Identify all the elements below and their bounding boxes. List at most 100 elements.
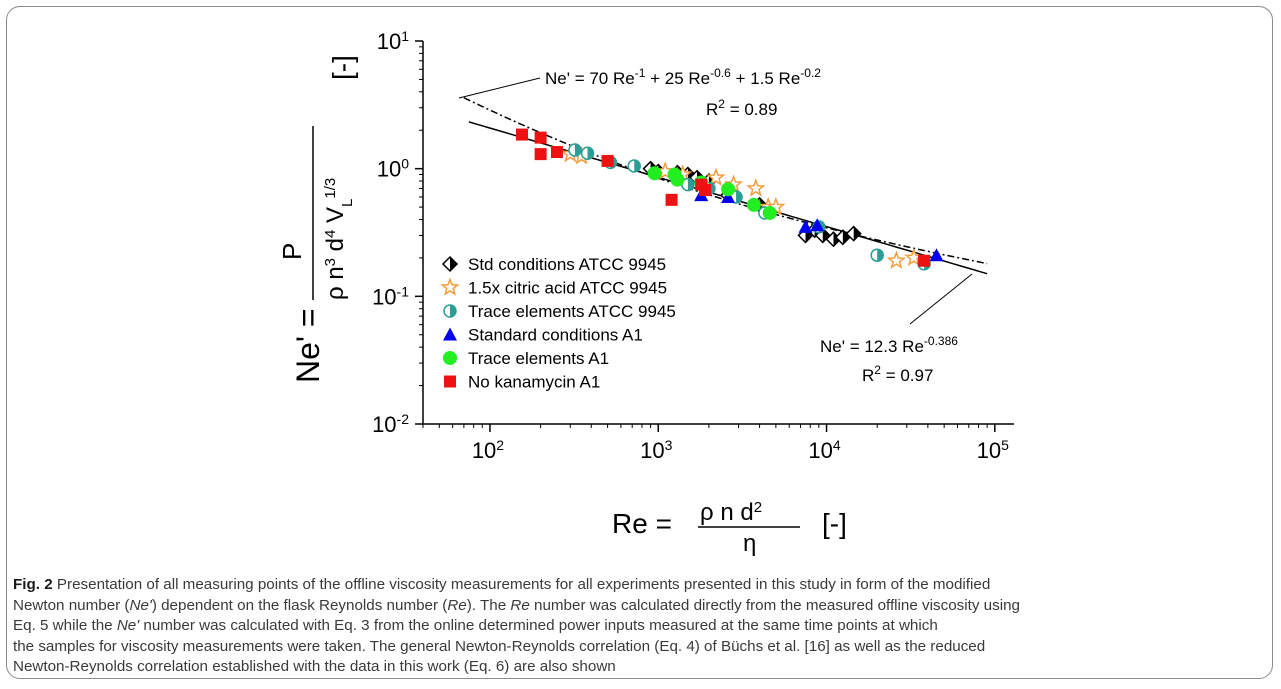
y-axis-label-denominator-part: L (339, 199, 356, 207)
legend-label: Trace elements ATCC 9945 (468, 302, 676, 321)
data-point-square (665, 193, 678, 206)
x-axis-label-denominator-part: η (743, 530, 756, 557)
y-axis-label-numerator: P (277, 243, 307, 260)
data-point-triangle (721, 189, 736, 203)
caption-line2d: number was calculated directly from the … (529, 596, 1020, 614)
data-point-square (601, 154, 614, 167)
data-point-triangle (810, 218, 825, 232)
caption-ne2: Ne' (116, 617, 140, 634)
data-point-circle (746, 197, 761, 212)
data-point-star (886, 250, 907, 269)
y-axis-label-denominator-part: 1/3 (322, 178, 339, 199)
reduced-fit-equation-part: Ne' = 12.3 Re (820, 337, 924, 356)
data-point-half-diamond-fill (842, 230, 850, 245)
y-axis-label-denominator-part: 4 (322, 230, 339, 238)
caption-line3b: number was calculated with Eq. 3 from th… (139, 617, 938, 634)
general-fit-equation: Ne' = 70 Re-1 + 25 Re-0.6 + 1.5 Re-0.2 (545, 66, 821, 88)
data-point-half-circle-fill (574, 144, 581, 157)
y-tick-label: 101 (377, 28, 409, 54)
data-point-half-diamond-fill (853, 226, 861, 241)
y-axis-label-lhs-part: Ne' = (290, 308, 326, 383)
y-axis-label-denominator-part: ρ n (322, 266, 349, 300)
series-5 (515, 128, 931, 267)
general-fit-equation-part: + 1.5 Re (731, 69, 800, 88)
caption-line2c: ). The (466, 596, 511, 614)
reduced-fit-r2-part: = 0.97 (881, 366, 933, 385)
caption-re: Re (447, 596, 467, 614)
data-point-half-circle (568, 143, 582, 157)
legend-label: No kanamycin A1 (468, 373, 600, 392)
legend-marker-half-circle (443, 304, 457, 318)
x-tick-label-part: 2 (496, 437, 504, 453)
data-point-half-circle-fill (687, 178, 694, 191)
y-axis-label-denominator-part: 3 (322, 258, 339, 266)
data-point-half-circle-fill (587, 147, 594, 160)
caption-line2a: Newton number ( (13, 596, 130, 614)
data-point-half-diamond-fill (822, 228, 830, 243)
x-tick-label-part: 10 (472, 438, 496, 463)
data-point-circle (670, 172, 685, 187)
data-point-circle (721, 182, 736, 197)
legend-marker-circle (443, 351, 457, 365)
reduced-fit-equation-part: -0.386 (924, 334, 958, 348)
figure-frame (6, 6, 1273, 679)
data-points (515, 128, 944, 271)
data-point-star (706, 167, 726, 186)
reduced-fit-leader (909, 273, 973, 325)
data-point-half-circle (580, 146, 595, 161)
reduced-fit-r2-part: 2 (874, 363, 881, 377)
y-tick-label-part: 1 (401, 28, 409, 44)
y-axis-label-denominator-part: d (322, 238, 349, 258)
y-tick-label-part: 10 (377, 29, 401, 54)
general-fit-leader (458, 77, 541, 99)
x-axis-label-denominator: η (743, 530, 756, 557)
general-correlation-line (463, 97, 988, 265)
axis-labels: Re = ρ n d2η[-]Ne' =Pρ n3 d4 VL1/3[-] (277, 55, 847, 557)
y-tick-label: 10-2 (372, 411, 409, 437)
y-tick-label-part: 10 (372, 412, 396, 437)
x-tick-label: 102 (472, 437, 504, 463)
legend-label: Standard conditions A1 (468, 326, 643, 345)
reduced-fit-r2-part: R (862, 366, 874, 385)
data-point-half-circle (627, 159, 641, 173)
y-tick-label-part: 10 (377, 157, 401, 182)
legend-marker-star (440, 277, 460, 296)
legend-marker-half-diamond-fill (450, 257, 457, 271)
general-fit-equation-part: Ne' = 70 Re (545, 69, 635, 88)
legend: Std conditions ATCC 9945 1.5x citric acid… (440, 255, 676, 392)
y-tick-label: 10-1 (372, 283, 409, 309)
caption-line5: Newton-Reynolds correlation established … (13, 658, 616, 675)
data-point-triangle (798, 219, 813, 233)
caption-re2: Re (510, 596, 530, 614)
x-axis-label-unit: [-] (822, 508, 847, 539)
legend-marker-half-diamond (441, 255, 459, 273)
data-point-half-circle-fill (634, 159, 641, 172)
data-point-square (534, 148, 547, 161)
x-tick-label-part: 10 (808, 438, 832, 463)
data-point-half-circle-fill (877, 249, 884, 262)
x-axis-label-numerator-part: ρ n d (700, 499, 754, 526)
caption-line2b: ) dependent on the flask Reynolds number… (151, 596, 448, 614)
caption-line3a: Eq. 5 while the (13, 617, 117, 634)
legend-label: 1.5x citric acid ATCC 9945 (468, 279, 667, 298)
y-tick-label: 100 (377, 156, 409, 182)
general-fit-equation-part: -1 (635, 66, 646, 80)
reduced-fit-equation: Ne' = 12.3 Re-0.386 (820, 334, 958, 356)
data-point-half-diamond (845, 225, 862, 242)
y-axis-label-denominator-part: V (322, 207, 349, 230)
x-tick-label-part: 4 (833, 437, 841, 453)
x-tick-label: 104 (808, 437, 840, 463)
general-fit-r2-part: R (706, 100, 718, 119)
fit-lines: Ne' = 70 Re-1 + 25 Re-0.6 + 1.5 Re-0.2R2… (458, 66, 988, 385)
x-tick-label: 105 (977, 437, 1009, 463)
legend-marker-triangle (443, 327, 457, 341)
reduced-fit-r2: R2 = 0.97 (862, 363, 933, 385)
data-point-half-circle-fill (736, 190, 743, 203)
caption-ne: Ne' (129, 596, 152, 614)
data-point-triangle (929, 248, 944, 262)
x-tick-label-part: 5 (1001, 437, 1009, 453)
general-fit-r2-part: 2 (718, 97, 725, 111)
legend-marker-square (444, 375, 456, 388)
